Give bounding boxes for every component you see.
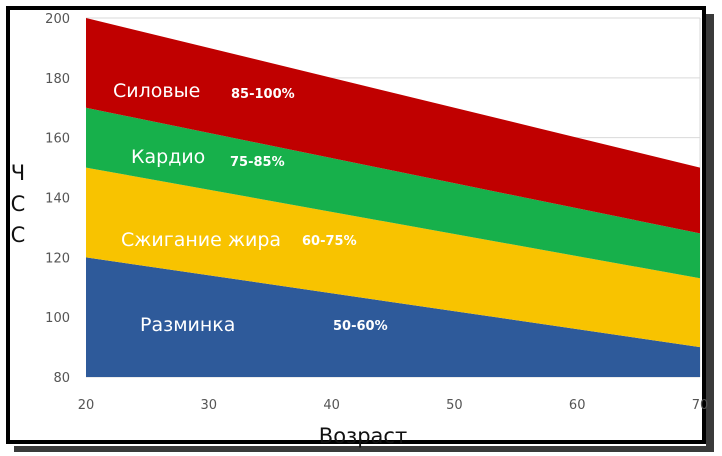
zone-name-4: Силовые — [113, 80, 200, 102]
zone-range-4: 85-100% — [231, 87, 295, 102]
zone-band-3 — [86, 107, 700, 279]
x-tick-label-20: 20 — [78, 398, 95, 413]
zone-name-2: Сжигание жира — [121, 229, 281, 251]
zone-band-1 — [86, 257, 700, 377]
zone-band-2 — [86, 167, 700, 348]
x-tick-label-40: 40 — [323, 398, 340, 413]
y-tick-label-180: 180 — [45, 72, 70, 87]
zone-range-2: 60-75% — [302, 234, 357, 249]
zone-bands — [86, 18, 700, 377]
frame-shadow-right — [706, 14, 714, 452]
y-axis-title-letter-1: Ч — [11, 161, 25, 185]
zone-name-1: Разминка — [140, 314, 235, 336]
y-tick-label-100: 100 — [45, 311, 70, 326]
zone-labels: Разминка 50-60% Сжигание жира 60-75% Кардио 7… — [113, 80, 388, 336]
zone-name-3: Кардио — [131, 146, 205, 168]
x-tick-label-50: 50 — [446, 398, 463, 413]
y-axis-title-letter-3: С — [11, 223, 26, 247]
x-axis-title: Возраст — [319, 424, 407, 448]
y-tick-label-120: 120 — [45, 251, 70, 266]
y-tick-label-140: 140 — [45, 192, 70, 207]
y-axis-title-letter-2: С — [11, 192, 26, 216]
y-axis-title: ЧСС — [11, 161, 26, 247]
x-tick-label-70: 70 — [692, 398, 709, 413]
zone-range-3: 75-85% — [230, 155, 285, 170]
y-tick-label-200: 200 — [45, 12, 70, 27]
zone-range-1: 50-60% — [333, 319, 388, 334]
zone-band-4 — [86, 18, 700, 234]
x-tick-label-30: 30 — [201, 398, 218, 413]
frame-shadow-bottom — [14, 446, 714, 452]
x-tick-label-60: 60 — [569, 398, 586, 413]
y-tick-label-80: 80 — [53, 371, 70, 386]
x-axis-ticks: 20 30 40 50 60 70 — [78, 398, 709, 413]
y-axis-ticks: 80 100 120 140 160 180 200 — [45, 12, 70, 386]
y-tick-label-160: 160 — [45, 132, 70, 147]
